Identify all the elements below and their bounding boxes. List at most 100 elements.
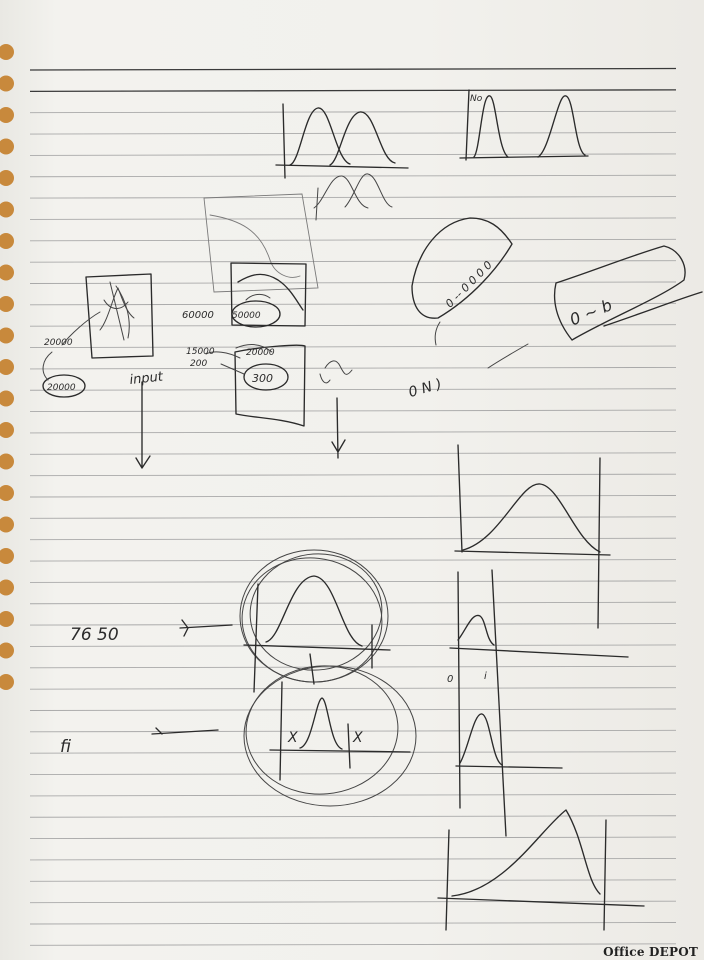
spiral-binding: [0, 44, 14, 690]
ruled-line: [29, 153, 677, 156]
sketch-circled-graph-upper: [239, 549, 391, 693]
sketch-frame-labels: 20000 20000 60000 50000 15000 200 300 20…: [44, 310, 275, 393]
sketch-overlapping-bells-graph: [275, 103, 409, 179]
ruled-line: [29, 751, 677, 754]
sketch-faint-frame: [203, 193, 319, 293]
ruled-line: [29, 708, 677, 711]
ruled-line: [29, 516, 677, 519]
ruled-line: [29, 879, 677, 882]
ruled-line: [29, 132, 677, 135]
label-x-1: X: [287, 730, 298, 746]
spiral-hole: [0, 296, 14, 312]
ruled-line: [29, 409, 677, 413]
ruled-line: [29, 943, 677, 946]
sketch-rotated-blob-left: 0 -- 0 0 0 0 0 N ): [407, 217, 513, 401]
ruled-line: [29, 665, 677, 669]
ruled-line: [29, 836, 677, 840]
sketch-small-bells: [313, 173, 393, 221]
spiral-hole: [0, 170, 14, 186]
ruled-line: [29, 366, 677, 370]
spiral-hole: [0, 233, 14, 249]
ruled-line: [29, 67, 677, 71]
label-20000-a: 20000: [44, 338, 73, 348]
ruled-line: [29, 196, 677, 199]
spiral-hole: [0, 75, 14, 92]
ruled-line: [29, 772, 677, 775]
sketch-rotated-blob-right: 0 ~ b: [487, 245, 703, 369]
spiral-hole: [0, 611, 14, 627]
label-i: i: [484, 671, 487, 682]
label-50000: 50000: [232, 311, 261, 321]
sketch-frame-left: [42, 273, 154, 398]
svg-text:0 -- 0 0 0 0: 0 -- 0 0 0 0: [443, 258, 495, 310]
ruled-line: [29, 922, 677, 925]
sketch-right-bell-large: [454, 444, 611, 629]
sketch-frame-center: [230, 262, 307, 328]
ruled-line: [29, 324, 677, 327]
ruled-line: [29, 644, 677, 647]
spiral-hole: [0, 422, 14, 438]
sketch-down-arrows: [135, 360, 353, 469]
ruled-line: [29, 217, 677, 220]
ruled-line: [29, 580, 677, 583]
ruled-line: [29, 687, 677, 690]
spiral-hole: [0, 642, 14, 659]
spiral-hole: [0, 548, 14, 564]
sketch-right-skinny-peaks: 0 i: [447, 569, 629, 837]
label-input: input: [129, 369, 165, 388]
ruled-line: [29, 238, 677, 242]
ruled-line: [29, 601, 677, 605]
label-15000: 15000: [186, 347, 215, 357]
label-20000-c: 20000: [246, 348, 275, 358]
ruled-line: [29, 281, 677, 284]
sketch-left-arrows: 76 50 fi: [60, 619, 233, 757]
brand-logo: Office DEPOT: [603, 945, 698, 959]
ruled-line: [29, 174, 677, 178]
spiral-hole: [0, 674, 14, 690]
spiral-hole: [0, 264, 14, 281]
label-300: 300: [252, 372, 273, 385]
ruled-line: [29, 345, 677, 348]
ruled-line: [29, 260, 677, 263]
label-fi: fi: [60, 737, 71, 757]
sketch-right-bell-bottom: [437, 809, 645, 931]
label-x-2: X: [352, 730, 363, 746]
label-76: 76 50: [70, 625, 119, 645]
ruled-line: [29, 623, 677, 626]
ruled-line: [29, 537, 677, 541]
ruled-line: [29, 793, 677, 797]
label-20000-b: 20000: [47, 383, 76, 393]
spiral-hole: [0, 138, 14, 155]
spiral-hole: [0, 453, 14, 470]
sketch-circled-graph-lower: X X: [243, 653, 417, 807]
label-200: 200: [190, 359, 207, 369]
ruled-line: [29, 302, 677, 306]
ruled-line: [29, 900, 677, 904]
ruled-line: [29, 431, 677, 434]
spiral-hole: [0, 327, 14, 344]
spiral-hole: [0, 44, 14, 60]
spiral-hole: [0, 485, 14, 501]
ruled-line: [29, 729, 677, 733]
spiral-hole: [0, 390, 14, 407]
sketch-frame-lower: [205, 344, 306, 427]
ruled-line: [29, 388, 677, 391]
ruled-line: [29, 473, 677, 477]
spiral-hole: [0, 201, 14, 218]
spiral-hole: [0, 579, 14, 596]
ruled-line: [29, 858, 677, 861]
sketch-separated-peaks-graph: No: [459, 89, 589, 161]
ruled-line: [29, 815, 677, 818]
spiral-hole: [0, 107, 14, 123]
ruled-lines: [29, 67, 677, 946]
ruled-line: [29, 452, 677, 455]
no-label: No: [470, 94, 483, 104]
spiral-hole: [0, 359, 14, 375]
label-60000: 60000: [182, 310, 214, 321]
label-o: 0: [447, 674, 453, 685]
ruled-line: [29, 495, 677, 498]
ruled-line: [29, 110, 677, 114]
spiral-hole: [0, 516, 14, 533]
